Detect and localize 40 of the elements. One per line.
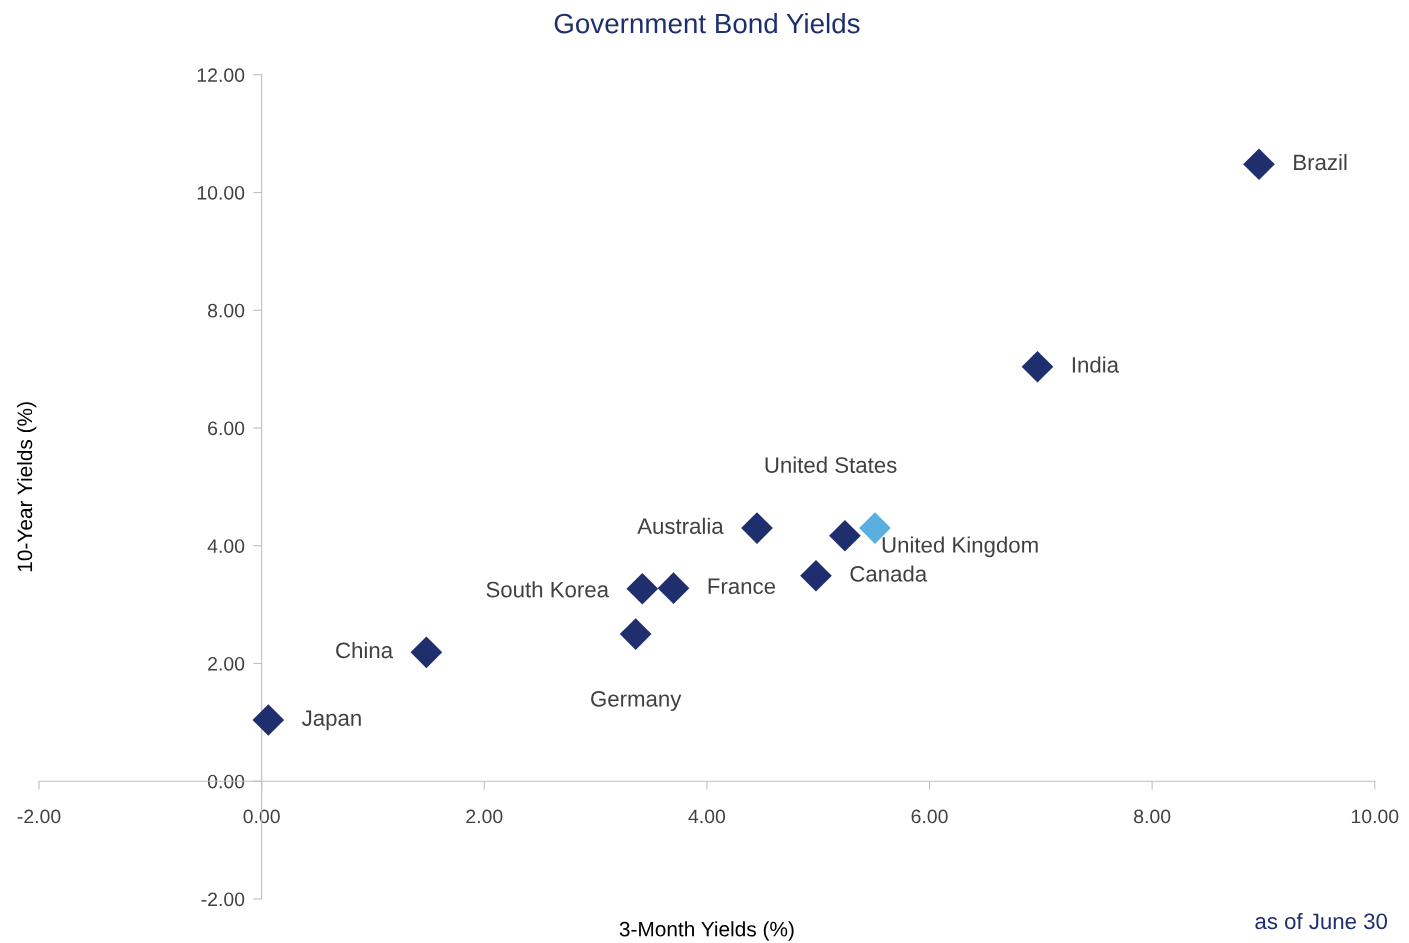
annotation: Brazil — [1294, 153, 1347, 171]
x-tick-label: 0.00 — [243, 809, 280, 824]
annotation: Canada — [850, 565, 928, 582]
y-tick-label: 10.00 — [197, 185, 245, 200]
annotation: India — [1072, 356, 1120, 373]
y-tick-label: 6.00 — [208, 421, 245, 436]
point — [829, 519, 861, 552]
annotation: China — [336, 641, 394, 659]
point — [800, 559, 832, 592]
y-tick-label: 2.00 — [208, 656, 245, 671]
x-tick-label: 6.00 — [911, 809, 948, 824]
y-tick-label: 0.00 — [207, 774, 245, 789]
annotation: Australia — [637, 517, 724, 535]
point — [1021, 350, 1054, 383]
point — [741, 512, 773, 544]
x-tick-label: -2.00 — [17, 809, 61, 824]
point — [657, 572, 690, 604]
annotation: United Kingdom — [882, 536, 1038, 558]
annotation: France — [708, 578, 776, 595]
annotation: Germany — [591, 690, 682, 712]
x-tick-label: 10.00 — [1351, 809, 1399, 824]
x-axis-title: 3-Month Yields (%) — [619, 921, 794, 941]
y-tick-label: 8.00 — [207, 303, 245, 318]
x-tick-label: 2.00 — [466, 809, 503, 824]
point — [1243, 148, 1275, 181]
point — [626, 572, 659, 605]
point — [619, 618, 652, 650]
y-tick-label: -2.00 — [201, 892, 245, 907]
point — [252, 704, 285, 736]
chart-title: Government Bond Yields — [554, 12, 860, 34]
y-tick-label: 4.00 — [207, 539, 245, 553]
y-axis-title: 10-Year Yields (%) — [16, 402, 37, 572]
annotation: South Korea — [486, 581, 610, 598]
x-tick-label: 4.00 — [688, 809, 726, 824]
annotation: United States — [765, 456, 897, 473]
point — [410, 636, 443, 669]
text: as of June 30 — [1255, 912, 1388, 930]
annotation: Japan — [302, 710, 361, 731]
x-tick-label: 8.00 — [1134, 809, 1171, 824]
y-tick-label: 12.00 — [197, 68, 245, 83]
